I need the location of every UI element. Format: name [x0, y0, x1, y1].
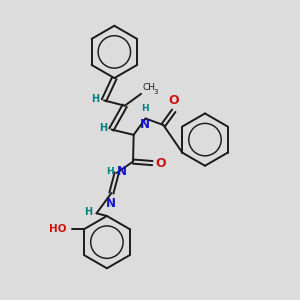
Text: O: O — [155, 157, 166, 169]
Text: CH: CH — [142, 83, 156, 92]
Text: N: N — [117, 165, 127, 178]
Text: H: H — [84, 207, 92, 217]
Text: H: H — [106, 167, 114, 176]
Text: HO: HO — [49, 224, 66, 234]
Text: H: H — [92, 94, 100, 104]
Text: N: N — [140, 118, 150, 131]
Text: H: H — [141, 104, 148, 113]
Text: N: N — [106, 197, 116, 210]
Text: O: O — [169, 94, 179, 107]
Text: 3: 3 — [154, 89, 158, 95]
Text: H: H — [99, 123, 107, 133]
